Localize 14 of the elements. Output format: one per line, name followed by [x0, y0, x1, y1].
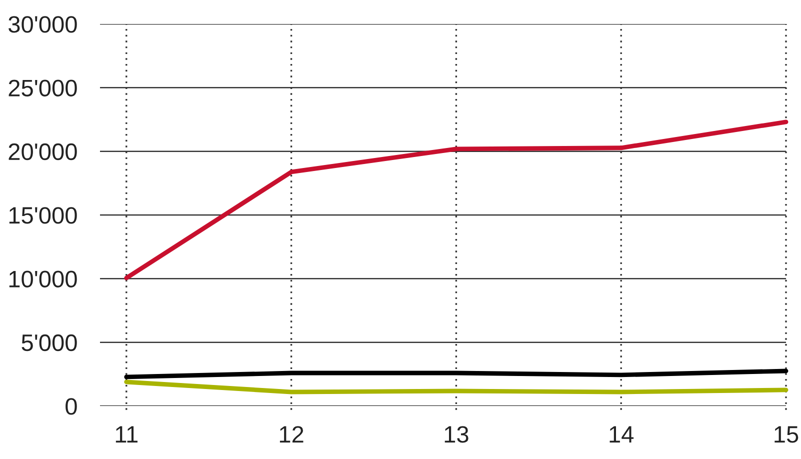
y-tick-label: 5'000 [22, 334, 77, 352]
y-tick-label: 20'000 [8, 143, 77, 160]
line-series [124, 380, 788, 394]
x-tick-label: 12 [280, 426, 304, 443]
x-tick-label: 14 [610, 426, 634, 443]
y-tick-label: 10'000 [9, 270, 77, 288]
y-tick-label: 25'000 [8, 80, 77, 96]
y-tick-label: 15'000 [9, 207, 77, 224]
x-tick-label: 15 [774, 426, 798, 443]
line-series [124, 120, 788, 280]
x-tick-label: 11 [116, 426, 138, 443]
y-tick-label: 0 [66, 398, 77, 415]
x-tick-label: 13 [444, 426, 468, 443]
y-tick-label: 30'000 [8, 16, 77, 33]
